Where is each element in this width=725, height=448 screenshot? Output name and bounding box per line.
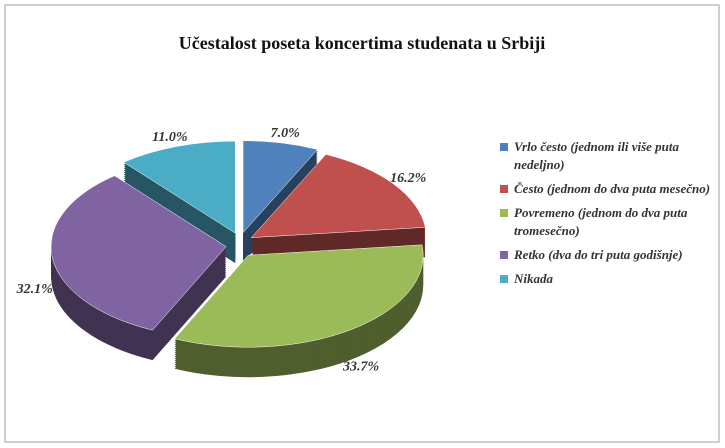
legend-label: Često (jednom do dva puta mesečno) — [514, 181, 711, 196]
legend-item: Retko (dva do tri puta godišnje) — [500, 246, 715, 264]
legend: Vrlo često (jednom ili više puta nedeljn… — [500, 138, 715, 294]
legend-label: Retko (dva do tri puta godišnje) — [514, 247, 683, 262]
legend-swatch — [500, 143, 508, 151]
chart-title: Učestalost poseta koncertima studenata u… — [179, 33, 546, 53]
pie-slice — [50, 175, 227, 331]
pie-slice — [250, 154, 426, 238]
pie-slice — [174, 244, 424, 348]
data-label: 16.2% — [390, 171, 426, 186]
legend-swatch — [500, 275, 508, 283]
legend-label: Vrlo često (jednom ili više puta nedeljn… — [514, 139, 680, 172]
data-label: 33.7% — [342, 360, 379, 375]
legend-label: Povremeno (jednom do dva puta tromesečno… — [514, 205, 688, 238]
legend-swatch — [500, 185, 508, 193]
pie-slice — [242, 140, 319, 234]
legend-swatch — [500, 251, 508, 259]
pie-slice — [123, 140, 236, 234]
data-label: 7.0% — [271, 126, 300, 141]
data-label: 11.0% — [152, 130, 187, 145]
data-label: 32.1% — [16, 282, 53, 297]
legend-item: Nikada — [500, 270, 715, 288]
legend-item: Vrlo često (jednom ili više puta nedeljn… — [500, 138, 715, 174]
legend-label: Nikada — [514, 271, 553, 286]
legend-item: Često (jednom do dva puta mesečno) — [500, 180, 715, 198]
legend-item: Povremeno (jednom do dva puta tromesečno… — [500, 204, 715, 240]
legend-swatch — [500, 209, 508, 217]
